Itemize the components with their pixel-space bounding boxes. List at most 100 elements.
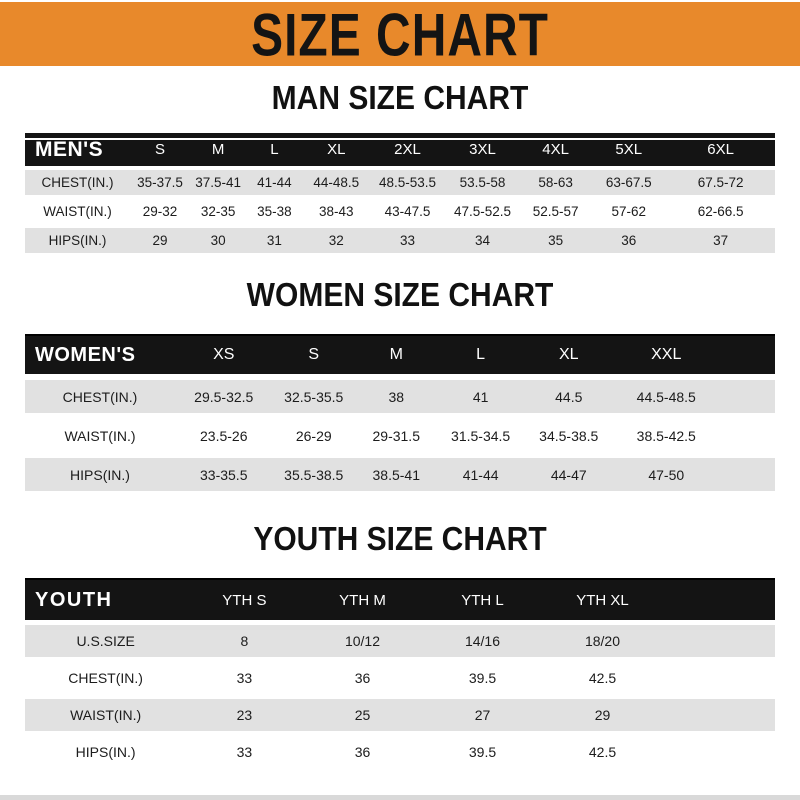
size-cell: 67.5-72 [666,170,775,195]
table-row: U.S.SIZE 8 10/12 14/16 18/20 [25,625,775,657]
row-label: HIPS(IN.) [25,458,175,491]
column-header: YTH L [422,578,543,620]
column-header: YTH XL [542,578,663,620]
size-cell: 39.5 [422,662,543,694]
spacer-cell [662,736,775,768]
size-cell: 41 [437,380,524,413]
size-cell: 32 [302,228,370,253]
size-cell: 42.5 [542,662,663,694]
youth-header-row: YOUTH YTH S YTH M YTH L YTH XL [25,578,775,620]
banner: SIZE CHART [0,0,800,68]
size-cell: 14/16 [422,625,543,657]
column-header: 2XL [370,133,445,166]
size-cell: 32.5-35.5 [272,380,355,413]
size-cell: 47.5-52.5 [445,199,520,224]
womens-header-label: WOMEN'S [25,334,175,374]
table-row: WAIST(IN.) 23.5-26 26-29 29-31.5 31.5-34… [25,419,775,452]
size-cell: 33 [186,736,303,768]
size-cell: 34 [445,228,520,253]
size-cell: 44.5-48.5 [613,380,719,413]
youth-heading-text: YOUTH SIZE CHART [253,520,547,558]
column-header: 5XL [591,133,667,166]
spacer-cell [718,458,775,491]
mens-header-label: MEN'S [25,133,130,166]
size-cell: 41-44 [437,458,524,491]
womens-size-table: WOMEN'S XS S M L XL XXL CHEST(IN.) 29.5-… [25,328,775,497]
column-header: 4XL [520,133,592,166]
column-header: XXL [613,334,719,374]
row-label: WAIST(IN.) [25,199,130,224]
size-cell: 39.5 [422,736,543,768]
row-label: HIPS(IN.) [25,736,187,768]
column-header: L [246,133,303,166]
size-cell: 34.5-38.5 [523,419,614,452]
size-cell: 31 [246,228,303,253]
size-cell: 27 [422,699,543,731]
size-cell: 47-50 [613,458,719,491]
table-row: CHEST(IN.) 29.5-32.5 32.5-35.5 38 41 44.… [25,380,775,413]
size-cell: 35-38 [246,199,303,224]
size-cell: 35-37.5 [130,170,190,195]
column-header: YTH M [302,578,423,620]
youth-section-heading: YOUTH SIZE CHART [0,520,800,558]
bottom-edge-strip [0,795,800,800]
size-cell: 33-35.5 [175,458,273,491]
spacer-cell [662,699,775,731]
column-header: XL [302,133,370,166]
size-cell: 29 [542,699,663,731]
table-row: HIPS(IN.) 33-35.5 35.5-38.5 38.5-41 41-4… [25,458,775,491]
size-cell: 38-43 [302,199,370,224]
spacer-cell [662,578,775,620]
size-cell: 25 [302,699,423,731]
womens-header-row: WOMEN'S XS S M L XL XXL [25,334,775,374]
row-label: U.S.SIZE [25,625,187,657]
row-label: HIPS(IN.) [25,228,130,253]
size-cell: 33 [186,662,303,694]
size-cell: 10/12 [302,625,423,657]
row-label: CHEST(IN.) [25,380,175,413]
youth-header-label: YOUTH [25,578,187,620]
size-cell: 32-35 [190,199,247,224]
spacer-cell [718,419,775,452]
size-cell: 29.5-32.5 [175,380,273,413]
size-cell: 44-48.5 [302,170,370,195]
size-cell: 58-63 [520,170,592,195]
size-cell: 23 [186,699,303,731]
page-title: SIZE CHART [251,0,549,68]
size-cell: 23.5-26 [175,419,273,452]
mens-size-table: MEN'S S M L XL 2XL 3XL 4XL 5XL 6XL CHEST… [25,129,775,257]
size-cell: 42.5 [542,736,663,768]
spacer-cell [662,662,775,694]
size-cell: 35.5-38.5 [272,458,355,491]
spacer-cell [662,625,775,657]
row-label: CHEST(IN.) [25,170,130,195]
size-cell: 62-66.5 [666,199,775,224]
column-header: S [130,133,190,166]
size-cell: 52.5-57 [520,199,592,224]
size-cell: 57-62 [591,199,667,224]
column-header: L [437,334,524,374]
size-cell: 48.5-53.5 [370,170,445,195]
size-cell: 37 [666,228,775,253]
size-cell: 38 [355,380,438,413]
spacer-cell [718,380,775,413]
size-cell: 26-29 [272,419,355,452]
size-cell: 35 [520,228,592,253]
column-header: S [272,334,355,374]
column-header: 3XL [445,133,520,166]
table-row: WAIST(IN.) 29-32 32-35 35-38 38-43 43-47… [25,199,775,224]
youth-size-table: YOUTH YTH S YTH M YTH L YTH XL U.S.SIZE … [25,573,775,773]
table-row: CHEST(IN.) 35-37.5 37.5-41 41-44 44-48.5… [25,170,775,195]
size-cell: 31.5-34.5 [437,419,524,452]
man-heading-text: MAN SIZE CHART [271,79,529,117]
size-cell: 43-47.5 [370,199,445,224]
column-header: XL [523,334,614,374]
column-header: M [190,133,247,166]
size-cell: 37.5-41 [190,170,247,195]
row-label: WAIST(IN.) [25,699,187,731]
row-label: WAIST(IN.) [25,419,175,452]
table-row: HIPS(IN.) 29 30 31 32 33 34 35 36 37 [25,228,775,253]
column-header: YTH S [186,578,303,620]
column-header: 6XL [666,133,775,166]
